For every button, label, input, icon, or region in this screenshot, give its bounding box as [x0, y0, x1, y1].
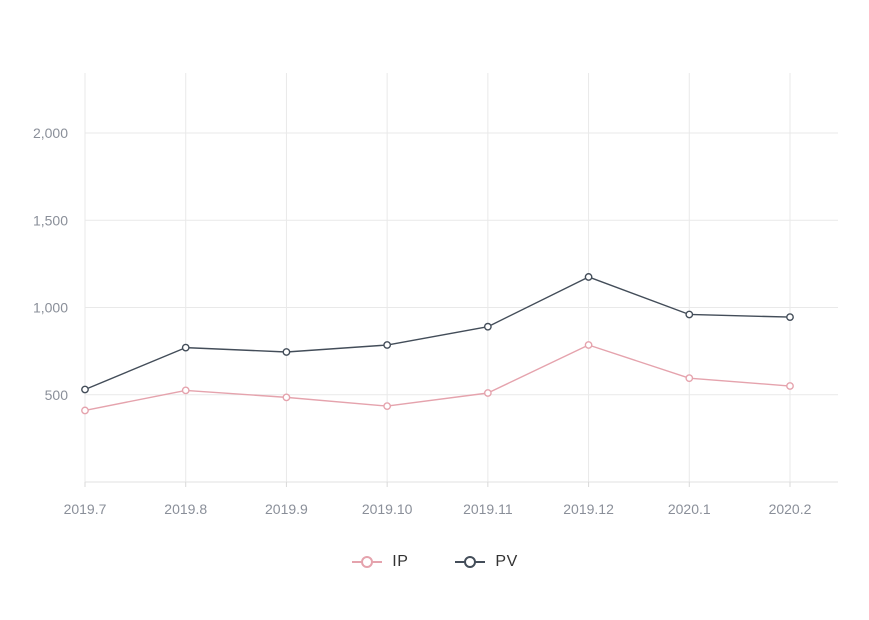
- chart-svg: 500 1,000 1,500 2,000 2019.7 2019.8 2019.9 2019…: [33, 73, 838, 517]
- data-point-ip-2019.12[interactable]: [584, 341, 593, 349]
- data-point-pv-2019.10[interactable]: [383, 341, 392, 349]
- legend-label-pv: PV: [495, 553, 518, 570]
- legend-item-ip[interactable]: IP: [351, 553, 408, 571]
- data-point-pv-2019.7[interactable]: [81, 385, 89, 394]
- legend-line-marker-pv-icon: [455, 556, 486, 568]
- data-point-pv-2019.8[interactable]: [181, 343, 190, 352]
- data-point-ip-2019.10[interactable]: [383, 402, 392, 410]
- x-axis-tick-label: 2019.10: [362, 501, 413, 517]
- x-axis-tick-label: 2019.8: [164, 501, 207, 517]
- legend-line-marker-ip-icon: [352, 556, 383, 568]
- x-axis-tick-label: 2020.1: [668, 501, 711, 517]
- data-point-ip-2020.2[interactable]: [786, 382, 794, 390]
- x-axis-tick-label: 2019.11: [463, 501, 513, 517]
- legend-item-pv[interactable]: PV: [454, 553, 517, 571]
- chart-legend: IP PV: [0, 553, 869, 571]
- y-axis-tick-label: 1,500: [33, 212, 68, 228]
- data-point-pv-2019.11[interactable]: [483, 322, 492, 331]
- series-line-pv: [84, 276, 791, 391]
- data-point-ip-2019.9[interactable]: [282, 393, 291, 402]
- series-line-ip: [84, 344, 791, 412]
- x-axis-tick-label: 2019.12: [563, 501, 614, 517]
- data-point-pv-2020.2[interactable]: [786, 313, 794, 321]
- legend-label-ip: IP: [392, 553, 409, 570]
- data-point-ip-2019.8[interactable]: [181, 386, 190, 395]
- y-axis-tick-label: 2,000: [33, 125, 68, 141]
- x-axis-tick-label: 2020.2: [769, 501, 812, 517]
- data-point-pv-2019.12[interactable]: [584, 273, 593, 281]
- data-point-ip-2020.1[interactable]: [685, 374, 694, 383]
- y-axis-tick-label: 1,000: [33, 300, 68, 316]
- x-axis-tick-label: 2019.9: [265, 501, 308, 517]
- data-point-ip-2019.11[interactable]: [483, 389, 492, 397]
- data-point-pv-2020.1[interactable]: [685, 310, 694, 319]
- data-point-ip-2019.7[interactable]: [81, 406, 89, 415]
- x-axis-tick-label: 2019.7: [64, 501, 107, 517]
- y-axis-tick-label: 500: [45, 387, 69, 403]
- data-point-pv-2019.9[interactable]: [282, 348, 291, 356]
